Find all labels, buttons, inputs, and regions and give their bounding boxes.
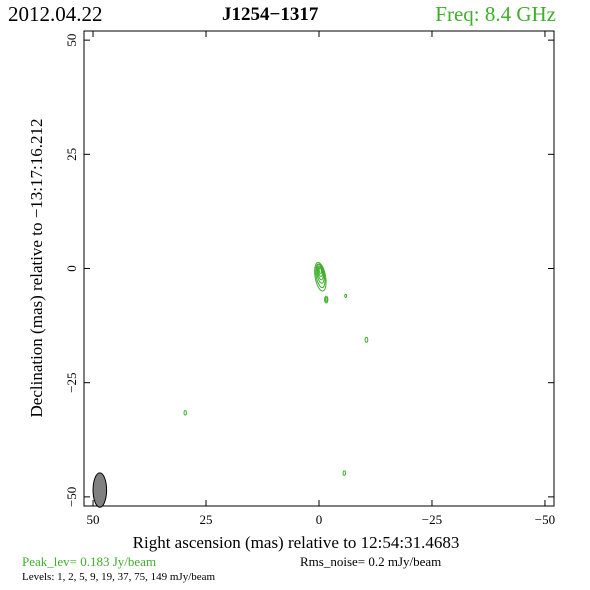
component-contour <box>342 470 347 476</box>
component-contour <box>344 293 348 298</box>
y-tick-label: 0 <box>64 265 79 272</box>
x-tick-label: 25 <box>200 512 213 527</box>
x-tick-label: −50 <box>535 512 555 527</box>
component-contour <box>324 295 329 304</box>
contour-levels: Levels: 1, 2, 5, 9, 19, 37, 75, 149 mJy/… <box>22 571 216 583</box>
core-contour <box>317 265 324 281</box>
x-axis-title: Right ascension (mas) relative to 12:54:… <box>133 533 460 552</box>
core-contour <box>318 267 323 274</box>
axis-ticks <box>84 31 554 506</box>
peak-level: Peak_lev= 0.183 Jy/beam <box>22 554 157 569</box>
y-axis-title: Declination (mas) relative to −13:17:16.… <box>27 119 46 418</box>
x-tick-label: −25 <box>422 512 442 527</box>
component-contour <box>183 410 187 416</box>
y-tick-labels: 50 25 0 −25 −50 <box>64 34 79 507</box>
rms-noise: Rms_noise= 0.2 mJy/beam <box>300 554 442 569</box>
y-tick-label: 50 <box>64 34 79 47</box>
y-tick-label: 25 <box>64 148 79 161</box>
core-contour <box>316 263 325 284</box>
epoch-date: 2012.04.22 <box>8 2 103 26</box>
source-name: J1254−1317 <box>222 4 319 25</box>
frequency-label: Freq: 8.4 GHz <box>435 2 556 26</box>
beam-ellipse <box>92 472 108 508</box>
y-tick-label: −25 <box>64 373 79 393</box>
x-tick-label: 50 <box>87 512 100 527</box>
core-contour <box>317 266 323 278</box>
component-contour <box>324 297 328 302</box>
core-contour <box>314 261 327 292</box>
x-tick-label: 0 <box>316 512 323 527</box>
y-tick-label: −50 <box>64 487 79 507</box>
contour-components <box>183 261 369 476</box>
x-tick-labels: 50 25 0 −25 −50 <box>87 512 556 527</box>
component-contour <box>364 336 369 343</box>
core-contour <box>315 263 326 289</box>
